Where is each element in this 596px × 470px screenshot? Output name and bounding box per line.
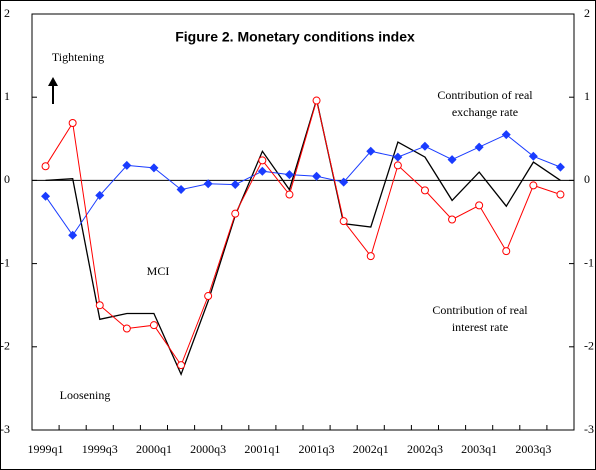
x-tick-label: 2000q3 bbox=[190, 442, 226, 456]
point bbox=[448, 215, 457, 224]
point bbox=[41, 191, 51, 201]
point bbox=[474, 142, 484, 152]
x-tick-label: 1999q3 bbox=[82, 442, 118, 456]
point bbox=[122, 324, 131, 333]
y2-tick-label: -1 bbox=[584, 255, 594, 269]
y2-tick-label: 1 bbox=[584, 89, 590, 103]
point bbox=[230, 180, 240, 190]
point bbox=[258, 156, 267, 165]
x-tick-label: 2000q1 bbox=[136, 442, 172, 456]
y-tick-label: 2 bbox=[4, 6, 10, 20]
annotation: MCI bbox=[147, 264, 170, 278]
point bbox=[420, 141, 430, 151]
point bbox=[149, 321, 158, 330]
point bbox=[312, 171, 322, 181]
arrow-head bbox=[48, 77, 58, 86]
annotation: Contribution of real bbox=[432, 303, 528, 317]
point bbox=[68, 118, 77, 127]
y2-tick-label: 2 bbox=[584, 6, 590, 20]
point bbox=[555, 162, 565, 172]
point bbox=[528, 151, 538, 161]
point bbox=[339, 177, 349, 187]
point bbox=[95, 190, 105, 200]
y-tick-label: -2 bbox=[0, 339, 10, 353]
y2-tick-label: -3 bbox=[584, 422, 594, 436]
point bbox=[556, 190, 565, 199]
point bbox=[284, 170, 294, 180]
point bbox=[447, 155, 457, 165]
y2-tick-label: 0 bbox=[584, 172, 590, 186]
point bbox=[366, 146, 376, 156]
annotation: Tightening bbox=[52, 50, 104, 64]
series-line bbox=[45, 134, 561, 237]
point bbox=[475, 201, 484, 210]
point bbox=[177, 361, 186, 370]
point bbox=[122, 160, 132, 170]
y2-tick-label: -2 bbox=[584, 339, 594, 353]
point bbox=[203, 179, 213, 189]
point bbox=[257, 166, 267, 176]
annotation: Loosening bbox=[60, 388, 111, 402]
x-tick-label: 2003q3 bbox=[515, 442, 551, 456]
point bbox=[393, 161, 402, 170]
point bbox=[529, 181, 538, 190]
point bbox=[339, 217, 348, 226]
x-tick-label: 1999q1 bbox=[28, 442, 64, 456]
point bbox=[312, 96, 321, 105]
y-tick-label: 1 bbox=[4, 89, 10, 103]
x-tick-label: 2001q3 bbox=[299, 442, 335, 456]
point bbox=[366, 252, 375, 261]
point bbox=[95, 301, 104, 310]
x-tick-label: 2003q1 bbox=[461, 442, 497, 456]
point bbox=[501, 130, 511, 140]
annotation: exchange rate bbox=[452, 105, 518, 119]
x-tick-label: 2002q1 bbox=[353, 442, 389, 456]
y-tick-label: -1 bbox=[0, 255, 10, 269]
point bbox=[204, 292, 213, 301]
chart-title: Figure 2. Monetary conditions index bbox=[175, 29, 415, 45]
point bbox=[41, 162, 50, 171]
point bbox=[502, 247, 511, 256]
y-tick-label: -3 bbox=[0, 422, 10, 436]
point bbox=[149, 163, 159, 173]
annotation: interest rate bbox=[452, 320, 508, 334]
x-tick-label: 2002q3 bbox=[407, 442, 443, 456]
series-line bbox=[45, 100, 561, 367]
x-tick-label: 2001q1 bbox=[244, 442, 280, 456]
point bbox=[420, 186, 429, 195]
point bbox=[176, 185, 186, 195]
series-line bbox=[45, 97, 561, 377]
point bbox=[285, 190, 294, 199]
point bbox=[393, 152, 403, 162]
point bbox=[231, 209, 240, 218]
point bbox=[68, 230, 78, 240]
annotation: Contribution of real bbox=[437, 88, 533, 102]
y-tick-label: 0 bbox=[4, 172, 10, 186]
